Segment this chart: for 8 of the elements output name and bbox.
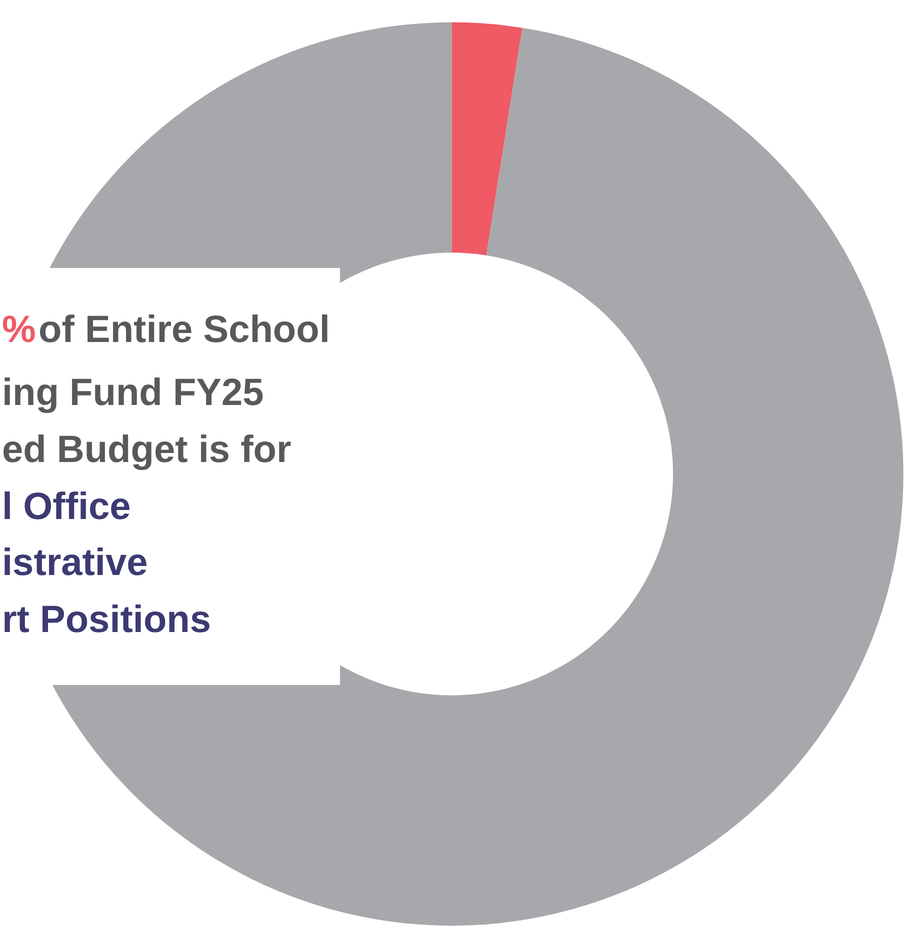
text: l Office [2,486,131,528]
text: ing Fund FY25 [2,372,264,414]
text: of Entire School [38,309,330,351]
text: rt Positions [2,599,212,641]
donut-slice [452,22,522,256]
text: ed Budget is for [2,429,292,471]
text: % [2,309,36,351]
text: istrative [2,542,148,584]
